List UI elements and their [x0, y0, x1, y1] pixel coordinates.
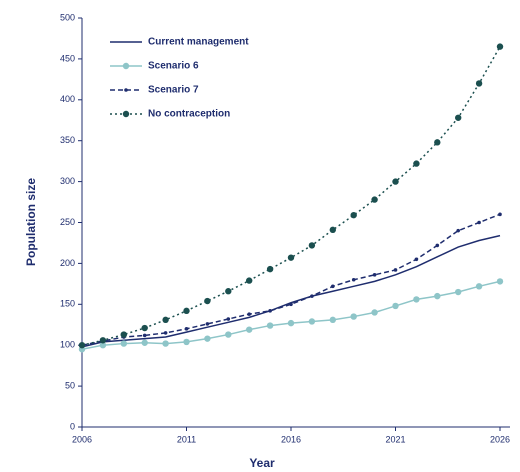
y-tick-label: 500	[60, 12, 75, 22]
y-tick-label: 200	[60, 258, 75, 268]
point	[455, 288, 462, 296]
point	[475, 80, 483, 87]
point	[247, 312, 251, 316]
y-tick-label: 100	[60, 340, 75, 350]
y-tick-label: 450	[60, 53, 75, 63]
point	[78, 342, 86, 349]
series-line	[81, 46, 501, 346]
point	[141, 324, 148, 332]
point	[496, 43, 504, 50]
x-tick-label: 2016	[281, 434, 301, 444]
point	[122, 110, 130, 118]
point	[162, 316, 169, 324]
x-axis-title: Year	[249, 456, 275, 470]
point	[392, 302, 399, 310]
point	[498, 212, 502, 217]
point	[184, 327, 189, 331]
point	[329, 226, 336, 234]
point	[163, 331, 168, 335]
point	[289, 302, 293, 307]
legend-text: No contraception	[148, 109, 230, 120]
point	[266, 322, 274, 329]
point	[183, 338, 190, 346]
y-axis-title: Population size	[24, 178, 38, 266]
point	[120, 340, 128, 347]
point	[475, 283, 483, 290]
point	[99, 342, 107, 349]
point	[183, 307, 190, 315]
point	[329, 316, 336, 324]
point	[268, 309, 272, 313]
legend-text: Scenario 7	[148, 85, 199, 96]
point	[246, 326, 253, 333]
legend-text: Scenario 6	[148, 61, 199, 72]
point	[308, 242, 316, 249]
y-tick-label: 150	[60, 299, 75, 309]
point	[413, 160, 420, 167]
point	[331, 284, 335, 289]
point	[477, 220, 481, 225]
point	[225, 288, 232, 295]
point	[141, 339, 148, 346]
x-tick-label: 2006	[72, 434, 92, 444]
x-tick-label: 2021	[385, 434, 405, 444]
point	[287, 319, 295, 327]
point	[205, 322, 210, 326]
y-tick-label: 400	[60, 94, 75, 104]
legend-text: Current management	[148, 37, 249, 48]
point	[456, 228, 461, 233]
y-tick-label: 50	[65, 380, 75, 390]
point	[225, 331, 232, 338]
point	[413, 296, 420, 303]
point	[122, 62, 130, 70]
y-tick-label: 0	[70, 421, 75, 431]
point	[455, 114, 462, 121]
point	[162, 340, 169, 347]
point	[393, 268, 398, 272]
series-line	[81, 213, 501, 346]
point	[226, 317, 231, 321]
point	[310, 294, 314, 298]
x-tick-label: 2011	[177, 434, 196, 444]
point	[434, 139, 441, 146]
point	[372, 273, 377, 277]
point	[124, 88, 128, 92]
point	[204, 297, 211, 305]
point	[434, 292, 441, 300]
point	[435, 243, 440, 248]
point	[496, 278, 504, 285]
y-tick-label: 350	[60, 135, 75, 145]
x-tick-label: 2026	[490, 434, 510, 444]
point	[351, 277, 356, 282]
y-tick-label: 250	[60, 217, 75, 227]
point	[414, 257, 419, 262]
point	[350, 313, 357, 320]
y-tick-label: 300	[60, 176, 75, 186]
point	[287, 254, 295, 261]
point	[371, 309, 378, 316]
point	[99, 337, 107, 344]
point	[120, 331, 128, 338]
point	[392, 178, 399, 185]
point	[308, 318, 316, 325]
point	[142, 333, 147, 338]
point	[246, 277, 253, 284]
point	[266, 265, 274, 273]
point	[371, 196, 378, 203]
point	[350, 211, 357, 219]
point	[204, 335, 211, 342]
